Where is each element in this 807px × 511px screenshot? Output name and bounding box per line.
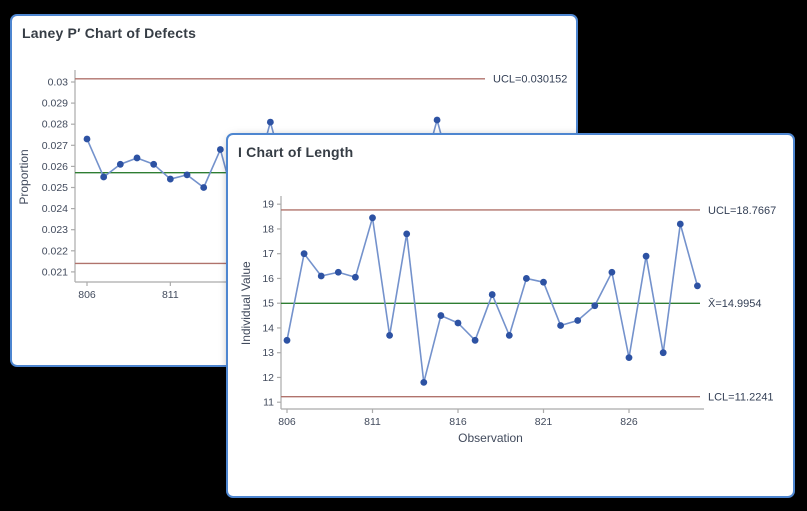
y-tick-label: 18 [262, 223, 274, 235]
y-tick-label: 16 [262, 273, 274, 285]
x-tick-label: 811 [364, 416, 381, 428]
laney-p-chart-title: Laney P′ Chart of Defects [22, 25, 197, 41]
laney-p-chart-plot: 0.021 0.022 0.023 0.024 0.025 0.026 0.027 0.028… [17, 70, 567, 301]
data-point-marker [437, 312, 445, 319]
x-tick-label: 811 [162, 289, 179, 301]
i-chart-title: I Chart of Length [238, 144, 354, 160]
data-point-marker [200, 184, 208, 191]
data-point-marker [100, 173, 108, 181]
data-point-marker [83, 135, 91, 143]
ucl-label: UCL=18.7667 [708, 205, 776, 217]
series-line-segment [474, 294, 493, 341]
y-tick-label: 0.027 [42, 140, 68, 152]
x-axis-title: Observation [458, 431, 523, 445]
series-line-segment [388, 233, 408, 336]
y-tick-label: 13 [262, 347, 274, 359]
data-point-marker [283, 336, 291, 344]
data-point-marker [352, 273, 359, 281]
series-line-segment [405, 233, 425, 383]
y-tick-label: 14 [262, 322, 274, 334]
series-line-segment [491, 294, 511, 336]
y-tick-label: 0.029 [42, 98, 68, 110]
data-point-marker [133, 154, 141, 162]
y-tick-label: 0.023 [42, 224, 68, 236]
i-chart-window[interactable]: 11 12 13 14 15 16 17 18 19 806 811 816 821 826 UCL=18.… [226, 133, 795, 498]
data-point-marker [694, 282, 701, 290]
data-point-marker [369, 214, 376, 222]
series-line-segment [86, 138, 105, 178]
series-line-segment [645, 256, 664, 353]
x-tick-label: 821 [535, 416, 553, 428]
series-line-segment [542, 281, 562, 326]
data-point-marker [505, 331, 513, 339]
data-point-marker [557, 322, 564, 329]
data-point-marker [676, 220, 684, 228]
y-tick-label: 19 [262, 199, 274, 211]
series-line-segment [628, 256, 647, 358]
y-tick-label: 15 [262, 298, 274, 310]
series-line-segment [457, 322, 476, 341]
series-line-segment [423, 315, 442, 383]
series-line-segment [186, 174, 205, 189]
data-point-marker [420, 379, 428, 386]
data-point-marker [334, 268, 342, 276]
data-point-marker [471, 336, 479, 344]
series-line-segment [153, 163, 171, 180]
i-chart-plot: 11 12 13 14 15 16 17 18 19 806 811 816 821 826 UCL=18.… [239, 196, 776, 445]
y-tick-label: 0.028 [42, 119, 68, 131]
data-point-marker [317, 272, 325, 280]
series-line-segment [202, 149, 222, 188]
data-point-marker [488, 291, 496, 298]
y-tick-label: 0.021 [42, 266, 68, 278]
series-line-segment [286, 253, 305, 341]
y-tick-label: 0.026 [42, 161, 68, 173]
data-point-marker [216, 146, 224, 153]
x-tick-label: 806 [78, 289, 96, 301]
series-line-segment [303, 253, 322, 277]
series-line-segment [577, 305, 596, 322]
series-line-segment [508, 278, 528, 336]
series-line-segment [679, 223, 699, 287]
data-point-marker [150, 160, 158, 168]
data-point-marker [625, 354, 633, 362]
data-point-marker [591, 302, 599, 310]
y-tick-label: 12 [262, 372, 274, 384]
data-point-marker [454, 319, 462, 327]
lcl-label: LCL=11.2241 [708, 391, 774, 403]
data-point-marker [523, 275, 530, 282]
data-point-marker [642, 252, 650, 260]
center-label: X̄=14.9954 [708, 297, 762, 310]
y-tick-label: 11 [263, 397, 274, 409]
y-tick-label: 17 [262, 248, 274, 260]
series-line-segment [611, 272, 630, 358]
y-tick-label: 0.022 [42, 245, 68, 257]
data-point-marker [608, 268, 616, 276]
y-tick-label: 0.025 [42, 182, 68, 194]
x-tick-label: 816 [449, 416, 467, 428]
x-tick-label: 826 [620, 416, 638, 428]
data-point-marker [540, 278, 547, 286]
data-point-marker [403, 230, 411, 238]
y-tick-label: 0.024 [42, 203, 68, 215]
data-point-marker [659, 349, 667, 357]
y-tick-label: 0.03 [48, 77, 69, 89]
ucl-label: UCL=0.030152 [493, 74, 567, 86]
data-point-marker [300, 250, 308, 258]
data-point-marker [116, 160, 124, 168]
y-axis-title: Proportion [17, 149, 31, 204]
data-point-marker [183, 171, 191, 179]
series-line-segment [371, 217, 391, 336]
series-line-segment [354, 217, 374, 278]
series-line-segment [103, 163, 121, 178]
data-point-marker [266, 118, 274, 126]
y-axis-title: Individual Value [239, 261, 253, 345]
data-point-marker [166, 175, 174, 183]
x-tick-label: 806 [278, 416, 296, 428]
data-point-marker [433, 116, 441, 124]
data-point-marker [386, 331, 393, 339]
data-point-marker [574, 317, 582, 324]
series-line-segment [662, 223, 682, 353]
series-line-segment [594, 271, 613, 307]
